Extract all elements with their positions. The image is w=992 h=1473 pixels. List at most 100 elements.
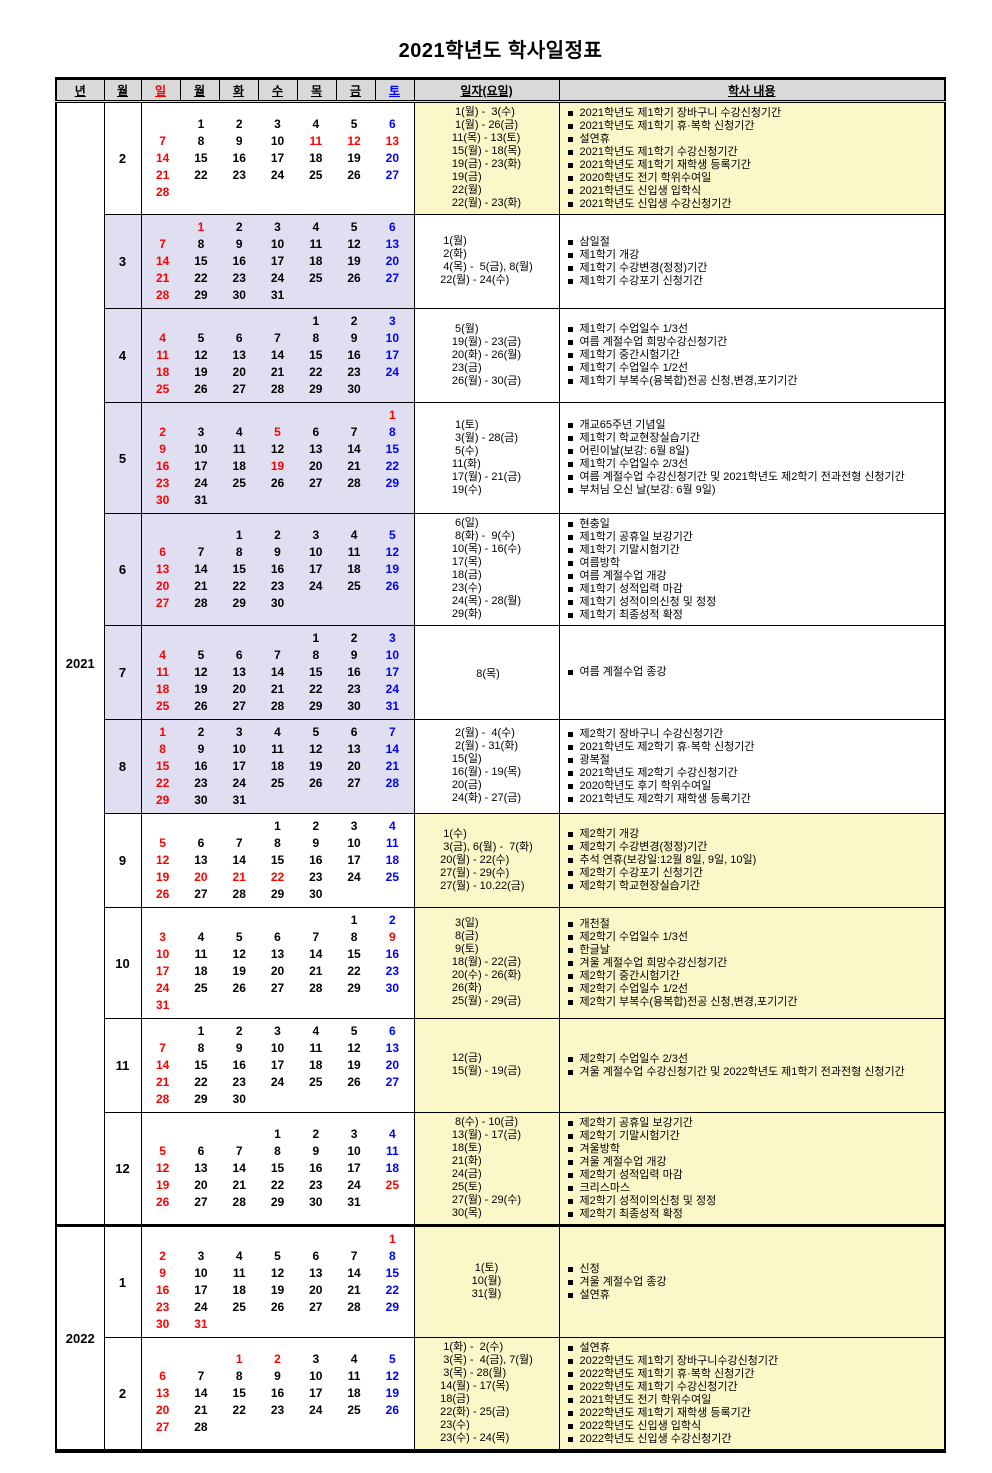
calendar-day: 25 xyxy=(385,1178,400,1192)
date-item: 19(금) xyxy=(451,171,482,183)
month-number: 7 xyxy=(103,625,142,720)
calendar-day: 12 xyxy=(309,742,323,756)
date-item: 2(월) - 31(화) xyxy=(451,740,518,752)
calendar-day: 3 xyxy=(389,314,396,328)
calendar-day: 17 xyxy=(347,853,361,867)
calendar-day: 20 xyxy=(309,459,323,473)
event-item: 제2학기 수업일수 2/3선 xyxy=(567,1053,941,1066)
calendar-day: 23 xyxy=(309,1178,323,1192)
calendar-day: 18 xyxy=(385,1161,400,1175)
event-item: 제1학기 기말시험기간 xyxy=(567,544,941,557)
calendar-day: 13 xyxy=(309,1266,323,1280)
calendar-day: 30 xyxy=(155,493,170,507)
calendar-day: 22 xyxy=(309,365,323,379)
calendar-day: 7 xyxy=(274,648,281,662)
bullet-icon xyxy=(567,475,573,480)
calendar-day: 4 xyxy=(312,1024,320,1038)
calendar-day: 25 xyxy=(194,981,208,995)
event-item: 여름방학 xyxy=(567,557,941,570)
bullet-icon xyxy=(567,201,573,207)
date-list-block: 1(화) - 2(수) 3(목) - 4(금), 7(월) 3(목) - 28(… xyxy=(440,1341,533,1445)
bullet-icon xyxy=(567,188,573,194)
calendar-day: 6 xyxy=(197,1144,205,1158)
mini-calendar-grid: 1 2 3 4 5 6 7 8 9 10 11 12 13 14 15 16 17 18 19 20 21 22 23 24 2… xyxy=(144,407,412,509)
event-item: 제2학기 학교현장실습기간 xyxy=(567,880,941,893)
calendar-day: 14 xyxy=(155,254,170,268)
calendar-day: 14 xyxy=(347,442,361,456)
calendar-day: 23 xyxy=(270,579,285,593)
calendar-day: 15 xyxy=(194,254,208,268)
calendar-day: 23 xyxy=(194,776,208,790)
calendar-day: 19 xyxy=(270,1283,285,1297)
calendar-day: 4 xyxy=(159,648,166,662)
calendar-day: 29 xyxy=(194,1092,208,1106)
calendar-day: 30 xyxy=(347,382,361,396)
event-item: 한글날 xyxy=(567,944,941,957)
calendar-day: 2 xyxy=(312,1127,320,1141)
bullet-icon xyxy=(567,921,573,927)
calendar-day: 8 xyxy=(235,545,243,559)
calendar-day: 1 xyxy=(312,631,320,645)
bullet-icon xyxy=(567,327,573,332)
calendar-day: 24 xyxy=(385,365,400,379)
calendar-day: 1 xyxy=(274,819,281,833)
calendar-day: 28 xyxy=(385,776,400,790)
calendar-day: 3 xyxy=(197,1249,205,1263)
calendar-day: 10 xyxy=(347,1144,361,1158)
calendar-day: 28 xyxy=(194,596,208,610)
bullet-icon xyxy=(567,1436,573,1442)
calendar-day: 12 xyxy=(155,1161,170,1175)
date-item: 1(월) - 3(수) xyxy=(451,106,515,118)
calendar-day: 5 xyxy=(389,1352,396,1366)
event-text: 여름 계절수업 개강 xyxy=(579,569,667,582)
calendar-day: 7 xyxy=(350,1249,358,1263)
calendar-day: 18 xyxy=(309,254,323,268)
date-item: 9(토) xyxy=(451,943,479,955)
calendar-day: 11 xyxy=(194,947,208,961)
event-item: 제1학기 수업일수 1/2선 xyxy=(567,362,941,375)
calendar-day: 14 xyxy=(270,348,285,362)
date-item: 15(월) - 18(목) xyxy=(451,145,522,157)
event-item: 겨울 계절수업 희망수강신청기간 xyxy=(567,957,941,970)
calendar-day: 22 xyxy=(194,1075,208,1089)
bullet-icon xyxy=(567,612,573,618)
calendar-day: 2 xyxy=(274,528,281,542)
calendar-day: 25 xyxy=(232,476,246,490)
date-item: 24(금) xyxy=(451,1168,482,1180)
event-item: 2021학년도 제1학기 수강신청기간 xyxy=(567,146,941,159)
date-list-block: 8(수) - 10(금) 13(월) - 17(금) 18(토) 21(화) 24(금)… xyxy=(452,1116,521,1220)
calendar-day: 15 xyxy=(270,1161,285,1175)
calendar-day: 6 xyxy=(197,836,205,850)
date-item: 8(화) - 9(수) xyxy=(451,530,515,542)
calendar-day: 5 xyxy=(274,425,281,439)
calendar-day: 20 xyxy=(155,579,170,593)
calendar-day: 23 xyxy=(232,168,246,182)
calendar-day: 10 xyxy=(194,1266,208,1280)
calendar-day: 24 xyxy=(309,1403,323,1417)
event-item: 제2학기 중간시험기간 xyxy=(567,970,941,983)
calendar-day: 3 xyxy=(197,425,205,439)
calendar-day: 8 xyxy=(235,1369,243,1383)
date-item: 2(월) - 4(수) xyxy=(451,727,515,739)
calendar-day: 15 xyxy=(194,151,208,165)
month-number: 5 xyxy=(103,402,142,514)
calendar-day: 22 xyxy=(194,168,208,182)
calendar-day: 4 xyxy=(235,425,243,439)
calendar-day: 16 xyxy=(155,1283,170,1297)
calendar-day: 5 xyxy=(312,725,320,739)
bullet-icon xyxy=(567,1198,573,1204)
event-text: 제1학기 수업일수 1/2선 xyxy=(579,362,688,374)
bullet-icon xyxy=(567,449,573,454)
bullet-icon xyxy=(567,123,573,129)
month-number: 10 xyxy=(103,907,142,1019)
calendar-day: 22 xyxy=(270,870,285,884)
calendar-day: 27 xyxy=(385,168,400,182)
calendar-day: 2 xyxy=(389,913,396,927)
calendar-day: 8 xyxy=(197,237,205,251)
event-text: 제1학기 수강포기 신청기간 xyxy=(579,274,704,287)
calendar-day: 20 xyxy=(232,682,246,696)
event-text: 제1학기 수강변경(정정)기간 xyxy=(579,261,708,274)
event-text: 제2학기 부복수(융복합)전공 신청,변경,포기기간 xyxy=(579,995,798,1008)
calendar-day: 31 xyxy=(194,1317,208,1331)
